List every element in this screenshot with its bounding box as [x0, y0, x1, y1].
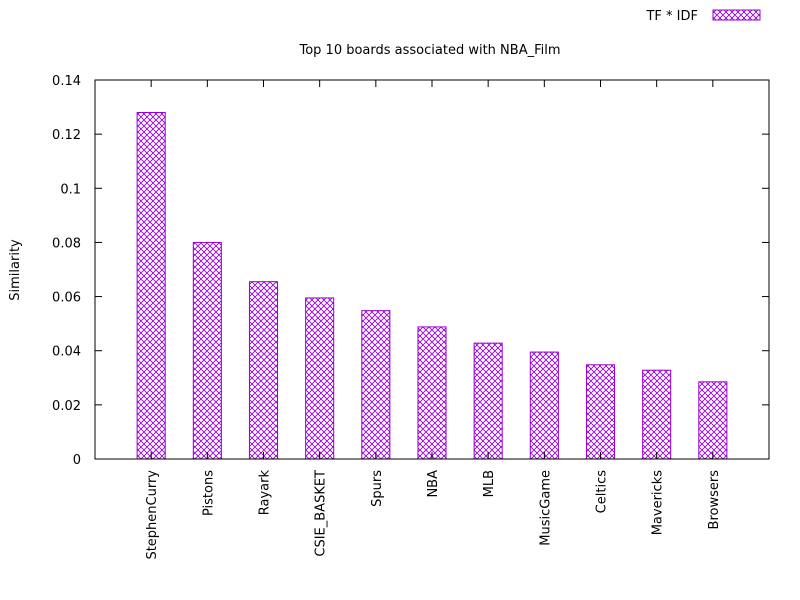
y-tick-label: 0.04: [52, 345, 81, 360]
x-tick-label: CSIE_BASKET: [314, 470, 329, 557]
bar-browsers: [698, 381, 728, 460]
legend: TF * IDF: [645, 9, 761, 24]
y-tick-label: 0.1: [60, 182, 81, 197]
bar-pistons: [192, 241, 222, 460]
bar-musicgame: [529, 351, 559, 460]
bar-nba: [417, 326, 447, 460]
y-tick-label: 0.08: [52, 236, 81, 251]
bar-celtics: [585, 364, 616, 460]
y-axis-ticks: 0 0.02 0.04 0.06 0.08 0.1 0.12 0.14: [52, 74, 769, 468]
bar-mlb: [473, 342, 503, 460]
bar-csie-basket: [305, 297, 335, 460]
legend-swatch: [712, 9, 761, 21]
x-tick-label: Pistons: [201, 470, 216, 516]
x-tick-label: Celtics: [595, 470, 610, 514]
bar-spurs: [361, 310, 391, 460]
chart-title: Top 10 boards associated with NBA_Film: [298, 43, 560, 58]
bar-rayark: [248, 281, 279, 460]
bar-stephencurry: [136, 111, 166, 460]
legend-label: TF * IDF: [645, 9, 698, 24]
x-tick-label: Mavericks: [651, 470, 666, 536]
x-tick-label: StephenCurry: [145, 470, 160, 560]
y-tick-label: 0.14: [52, 74, 81, 89]
plot-frame: [94, 79, 770, 460]
x-tick-label: Spurs: [370, 470, 385, 507]
x-tick-label: Rayark: [258, 470, 273, 516]
y-tick-label: 0: [73, 453, 81, 468]
y-tick-label: 0.12: [52, 128, 81, 143]
y-tick-label: 0.06: [52, 291, 81, 306]
bar-mavericks: [642, 369, 672, 460]
x-tick-label: Browsers: [707, 470, 722, 530]
x-tick-label: NBA: [426, 470, 441, 498]
x-tick-label: MusicGame: [538, 470, 553, 546]
y-tick-label: 0.02: [52, 399, 81, 414]
bars: [136, 111, 728, 460]
y-axis-label: Similarity: [8, 239, 23, 301]
x-axis-ticks: StephenCurry Pistons Rayark CSIE_BASKET Spur…: [145, 80, 722, 560]
x-tick-label: MLB: [482, 470, 497, 497]
